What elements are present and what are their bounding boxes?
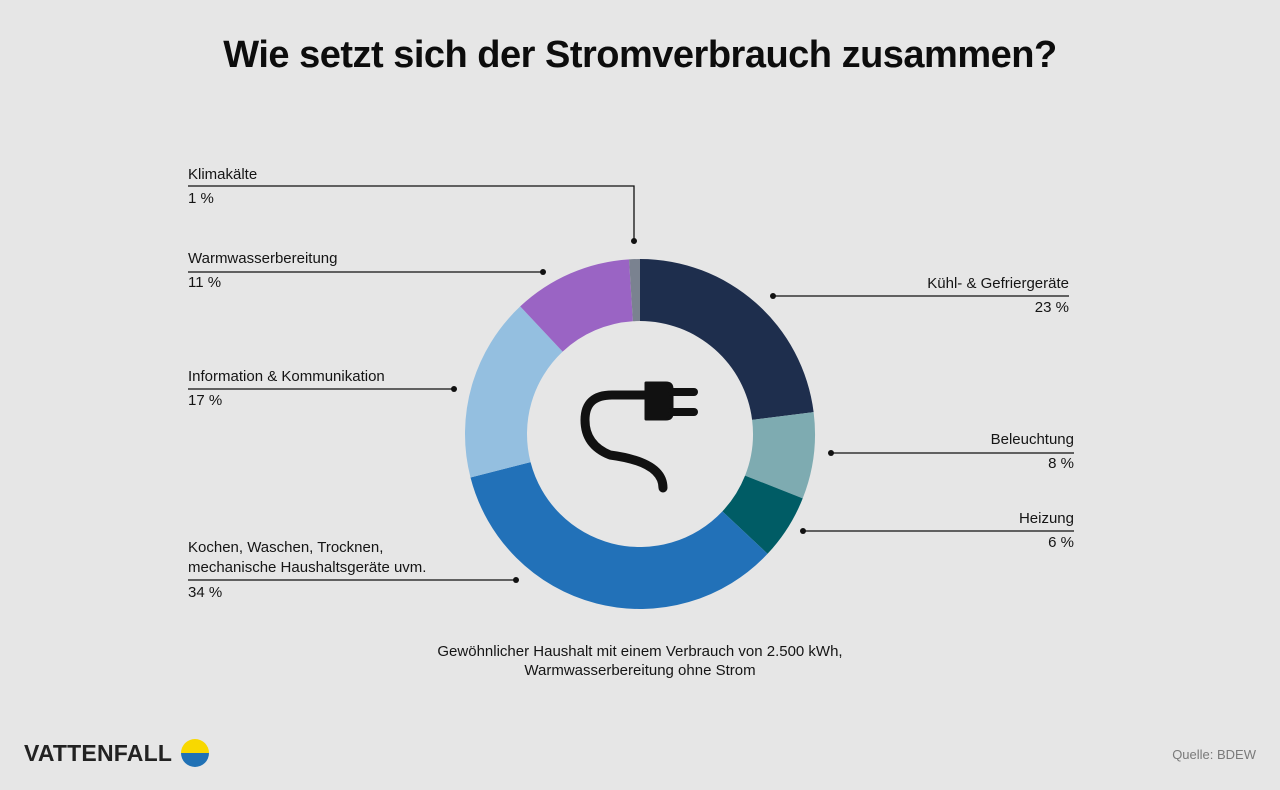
logo-sun-icon: [181, 739, 210, 767]
label-name: Warmwasserbereitung: [188, 250, 338, 267]
label-name: Klimakälte: [188, 166, 258, 183]
leader-kochen-dot: [513, 577, 519, 583]
label-name-line1: Kochen, Waschen, Trocknen,: [188, 539, 384, 556]
label-value: 17 %: [188, 392, 223, 409]
label-name: Information & Kommunikation: [188, 368, 385, 385]
label-name: Kühl- & Gefriergeräte: [927, 275, 1069, 292]
leader-information-dot: [451, 386, 457, 392]
label-warmwasser: Warmwasserbereitung 11 %: [188, 247, 338, 295]
slice-beleuchtung: [745, 412, 815, 499]
label-value: 34 %: [188, 584, 223, 601]
chart-title: Wie setzt sich der Stromverbrauch zusamm…: [223, 34, 1057, 76]
leader-klimakaelte: [188, 185, 635, 241]
label-klimakaelte: Klimakälte 1 %: [188, 163, 257, 211]
source-note: Quelle: BDEW: [1172, 747, 1256, 762]
footnote-line2: Warmwasserbereitung ohne Strom: [524, 662, 756, 679]
leader-beleuchtung-dot: [828, 450, 834, 456]
footnote-line1: Gewöhnlicher Haushalt mit einem Verbrauc…: [437, 643, 843, 660]
leader-warmwasser-dot: [540, 269, 546, 275]
slice-kochen: [470, 462, 768, 609]
label-value: 11 %: [188, 274, 222, 291]
leader-kuehl-dot: [770, 293, 776, 299]
footnote: Gewöhnlicher Haushalt mit einem Verbrauc…: [0, 642, 1280, 680]
label-information: Information & Kommunikation 17 %: [188, 365, 385, 413]
label-kuehl: Kühl- & Gefriergeräte 23 %: [927, 272, 1069, 320]
slice-warmwasser: [520, 259, 633, 352]
slice-klimakaelte: [629, 259, 640, 322]
label-name-line2: mechanische Haushaltsgeräte uvm.: [188, 559, 427, 576]
label-value: 1 %: [188, 190, 214, 207]
label-value: 8 %: [1048, 455, 1074, 472]
label-heizung: Heizung 6 %: [1019, 507, 1074, 555]
vattenfall-logo: VATTENFALL: [24, 738, 210, 768]
logo-text: VATTENFALL: [24, 739, 173, 766]
slice-heizung: [722, 475, 803, 554]
power-plug-icon: [580, 381, 698, 493]
leader-klimakaelte-dot: [631, 238, 637, 244]
label-name: Heizung: [1018, 510, 1074, 527]
label-beleuchtung: Beleuchtung 8 %: [991, 428, 1074, 476]
slice-kuehl: [640, 259, 814, 420]
label-value: 23 %: [1034, 299, 1069, 316]
label-value: 6 %: [1048, 534, 1074, 551]
label-kochen: Kochen, Waschen, Trocknen, mechanische H…: [188, 538, 426, 603]
slice-information: [465, 306, 563, 478]
label-name: Beleuchtung: [990, 431, 1074, 448]
leader-heizung-dot: [800, 528, 806, 534]
